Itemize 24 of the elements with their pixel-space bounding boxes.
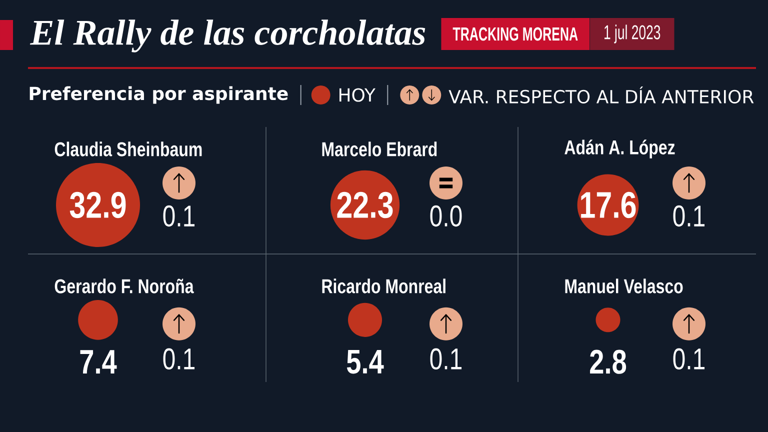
data-label: 7.4 <box>80 350 117 374</box>
category-label: Manuel Velasco <box>565 278 683 294</box>
text: Preferencia por aspirante <box>30 86 288 104</box>
text: 1 jul 2023 <box>604 24 660 44</box>
category-label: Adán A. López <box>564 140 675 158</box>
category-label: Ricardo Monreal <box>322 278 446 294</box>
legend-label: VAR. RESPECTO AL DÍA ANTERIOR <box>448 86 754 104</box>
category-label: Marcelo Ebrard <box>322 142 437 156</box>
data-label: 2.8 <box>590 350 626 374</box>
data-label: 17.6 <box>581 192 636 218</box>
data-label: 22.3 <box>337 192 393 218</box>
data-label: 5.4 <box>346 350 384 374</box>
data-label: 0.1 <box>673 348 705 370</box>
data-label: 0.0 <box>430 205 462 227</box>
category-label: Claudia Sheinbaum <box>54 142 202 156</box>
category-label: Gerardo F. Noroña <box>54 278 194 294</box>
text: El Rally de las corcholatas <box>30 20 426 52</box>
data-label: 32.9 <box>70 192 126 218</box>
data-label: 0.1 <box>673 205 705 227</box>
legend-label: HOY <box>340 88 376 102</box>
data-label: 0.1 <box>163 348 195 370</box>
data-label: 0.1 <box>430 348 462 370</box>
data-label: 0.1 <box>163 205 195 227</box>
text: TRACKING MORENA <box>452 27 578 41</box>
